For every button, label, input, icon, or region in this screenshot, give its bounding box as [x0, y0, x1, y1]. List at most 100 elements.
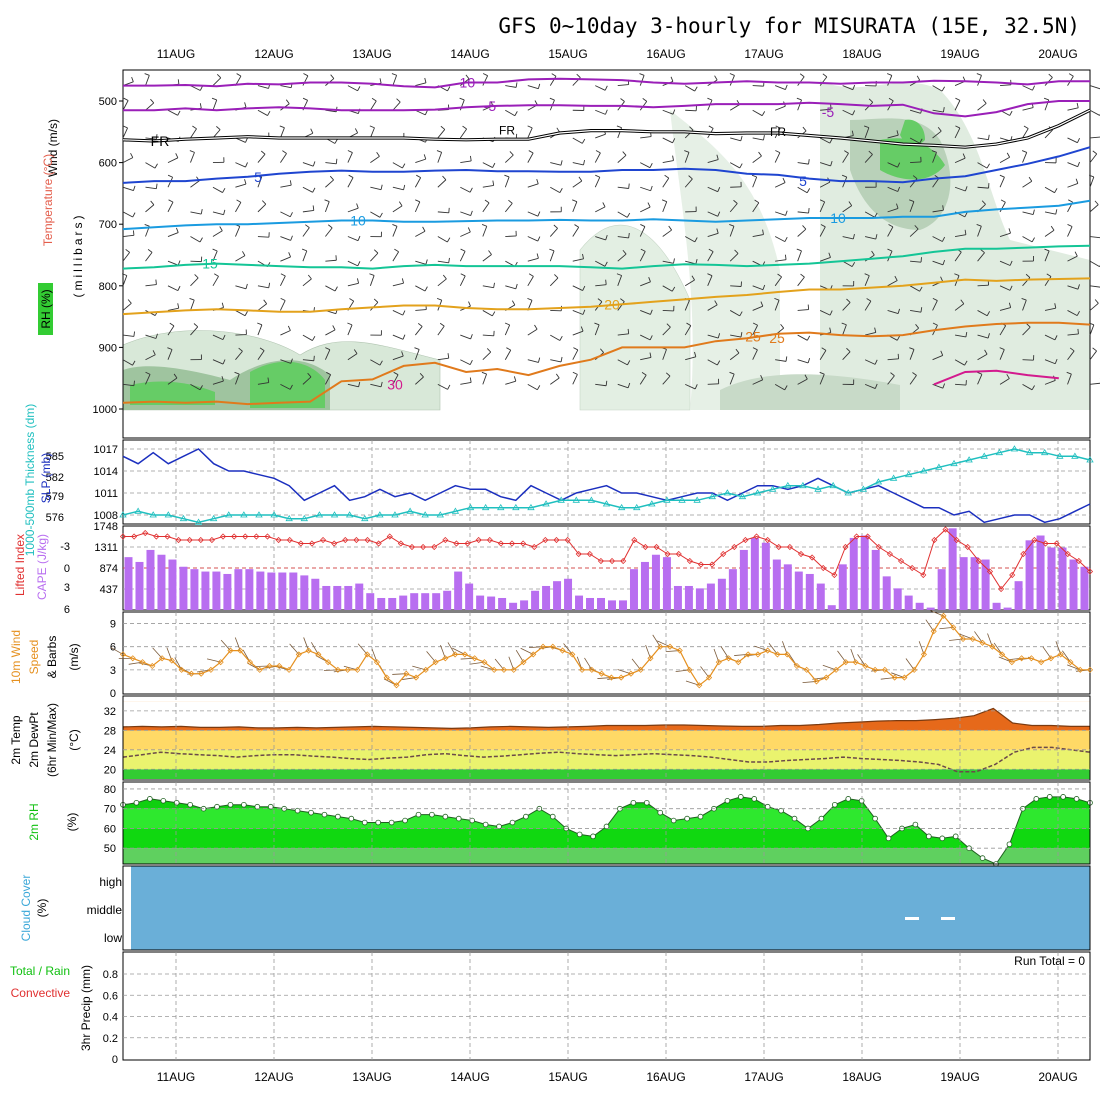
wind-barb-flag — [602, 202, 606, 208]
wind-barb — [954, 334, 966, 338]
thickness-marker — [285, 514, 293, 522]
wind-barb — [999, 325, 1007, 336]
wind-barb — [280, 330, 291, 336]
wind-barb-flag — [470, 210, 473, 216]
wind-barb-flag — [841, 322, 847, 326]
wind-barb — [369, 100, 377, 111]
rh2m-frame — [122, 781, 1091, 865]
wind-barb-flag — [177, 260, 181, 266]
wind-barb-flag — [582, 253, 584, 259]
wind10m-marker — [1086, 666, 1094, 673]
wind-barb — [235, 183, 247, 188]
wind-barb-flag — [627, 328, 630, 334]
li-marker — [753, 533, 760, 540]
precip-convective-label: Convective — [11, 986, 71, 1000]
wind-barb-flag — [796, 248, 802, 252]
wind-barb — [842, 109, 853, 116]
wind10m-marker — [129, 655, 136, 662]
wind-barb-flag — [780, 323, 785, 329]
rh2m-marker — [241, 801, 247, 808]
wind-barb — [482, 334, 494, 337]
wind-barb — [729, 352, 740, 361]
wind-barb-flag — [312, 336, 316, 341]
wind-barb — [1044, 186, 1055, 194]
wind-barb — [460, 381, 472, 385]
li-marker — [631, 536, 638, 544]
wind-barb — [752, 305, 764, 311]
wind-barb — [257, 350, 265, 360]
wind-barb — [235, 334, 247, 336]
wind-barb-flag — [245, 137, 248, 143]
wind-barb — [279, 127, 285, 139]
wind-barb — [797, 276, 805, 287]
li-marker — [897, 557, 905, 565]
wind-barb — [639, 75, 645, 86]
wind-barb — [864, 211, 875, 218]
wind-barb — [909, 201, 915, 213]
wind-barb-flag — [754, 199, 760, 204]
wind-barb — [977, 226, 982, 237]
wind-barb-flag — [199, 85, 203, 91]
wind10m-marker — [579, 666, 586, 673]
wind-barb — [752, 85, 764, 87]
wind10m-marker — [139, 659, 146, 666]
wind-barb-flag — [964, 229, 967, 235]
wind-barb-flag — [574, 224, 579, 228]
wind-barb-flag — [357, 235, 361, 241]
wind-barb — [595, 236, 606, 241]
wind-barb — [167, 377, 178, 385]
wind-barb — [842, 324, 847, 336]
pressure-tick-label: 600 — [99, 158, 117, 170]
wind-barb-flag — [307, 372, 312, 378]
bottom-date-label: 19AUG — [940, 1070, 979, 1084]
wind-barb-flag — [785, 356, 788, 362]
wind-barb — [864, 275, 870, 286]
temperature-contour-6 — [122, 277, 1091, 316]
li-marker — [975, 557, 982, 565]
wind-barb — [257, 109, 268, 116]
wind-barb — [774, 383, 785, 391]
wind-barb-flag — [167, 174, 173, 178]
thickness-marker — [164, 511, 173, 518]
wind-barb — [1022, 211, 1034, 215]
rh2m-marker — [348, 815, 355, 822]
wind-barb — [1022, 128, 1029, 139]
rh2m-marker — [267, 803, 274, 810]
wind-barb-flag — [1074, 251, 1078, 257]
wind10m-marker — [510, 666, 517, 673]
li-marker — [1009, 571, 1016, 579]
lifted-index-line — [123, 528, 1091, 590]
wind-barb-flag — [1046, 273, 1052, 277]
wind-barb — [954, 251, 962, 262]
wind-barb-flag — [605, 279, 607, 285]
wind10m-barb — [515, 649, 524, 663]
cape-bar — [706, 583, 715, 610]
thickness-tick-label: 579 — [46, 491, 64, 503]
slp-line — [122, 448, 1091, 524]
wind-barb-flag — [167, 347, 173, 350]
wind-barb — [999, 260, 1011, 266]
wind-barb — [257, 153, 266, 163]
wind-barb-flag — [357, 261, 361, 267]
wind-barb-flag — [335, 158, 338, 164]
wind-barb — [752, 285, 764, 291]
wind-barb-flag — [1054, 188, 1058, 193]
wind-barb — [999, 378, 1010, 385]
thickness-marker — [240, 511, 248, 518]
wind-barb — [684, 300, 690, 311]
wind-barb-flag — [289, 384, 293, 390]
wind-barb — [662, 160, 674, 164]
wind-barb — [460, 160, 472, 164]
wind-barb-flag — [414, 347, 420, 350]
li-marker — [942, 526, 949, 533]
wind-barb-flag — [808, 159, 810, 165]
wind-barb-flag — [537, 236, 541, 242]
wind-barb — [482, 373, 488, 385]
wind-barb — [820, 108, 832, 111]
wind-barb — [640, 136, 652, 139]
wind-barb — [684, 236, 696, 243]
wind10m-tick-label: 3 — [110, 665, 116, 677]
wind10m-ylabel: 10m Wind — [9, 630, 23, 684]
wind-barb-flag — [394, 248, 399, 253]
